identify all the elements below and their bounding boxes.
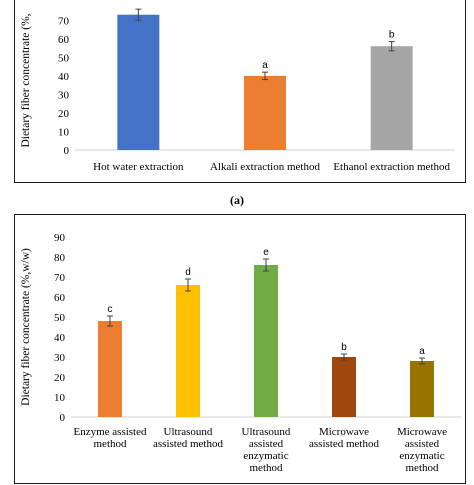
chart-b-y-tick-label-4: 40 [54, 332, 66, 344]
chart-a-y-tick-label-5: 50 [58, 52, 70, 64]
chart-a-y-axis-label: Dietary fiber concentrate (%, [20, 13, 32, 147]
chart-b-data-label-2: e [263, 247, 269, 258]
chart-b-data-label-4: a [419, 346, 425, 357]
chart-b-category-label-0: Enzyme assisted method [73, 426, 147, 450]
chart-b-y-tick-label-6: 60 [54, 292, 66, 304]
chart-a-y-tick-label-0: 0 [64, 145, 70, 157]
chart-b-y-tick-label-0: 0 [60, 412, 66, 424]
chart-a-category-label-2: Ethanol extraction method [333, 161, 450, 173]
chart-b-data-label-0: c [108, 304, 113, 315]
chart-a-canvas: 0 10 20 30 40 50 60 70 Dietary fiber concentrate… [20, 8, 455, 173]
chart-b-y-tick-label-1: 10 [54, 392, 66, 404]
chart-a-category-label-1: Alkali extraction method [210, 161, 320, 173]
chart-b-data-label-1: d [185, 267, 191, 278]
chart-panel-b: 0 10 20 30 40 50 60 70 80 90 Dietary fiber concent… [14, 214, 466, 484]
chart-b-y-tick-label-7: 70 [54, 272, 66, 284]
chart-b-y-tick-label-5: 50 [54, 312, 66, 324]
chart-a-y-tick-label-2: 20 [58, 108, 70, 120]
chart-b-category-label-1: Ultrasound assisted method [153, 426, 223, 450]
chart-a-y-tick-label-7: 70 [58, 15, 70, 27]
chart-a-y-tick-label-6: 60 [58, 34, 70, 46]
chart-a-bar-2 [370, 46, 413, 150]
chart-b-category-label-3: Microwave assisted method [309, 426, 379, 450]
chart-b-y-tick-label-8: 80 [54, 252, 66, 264]
chart-b-bar-4 [410, 361, 434, 417]
chart-a-data-label-1: a [262, 60, 268, 71]
chart-panel-a: 0 10 20 30 40 50 60 70 Dietary fiber concentrate… [14, 0, 466, 183]
chart-b-bar-0 [98, 321, 122, 417]
chart-b-canvas: 0 10 20 30 40 50 60 70 80 90 Dietary fiber concent… [20, 232, 461, 474]
chart-b-bar-1 [176, 285, 200, 417]
chart-b-y-tick-label-2: 20 [54, 372, 66, 384]
chart-b-category-label-2: Ultrasound assisted enzymatic method [242, 426, 291, 474]
chart-a-caption: (a) [230, 193, 244, 207]
chart-b-data-label-3: b [341, 342, 347, 353]
chart-a-bar-0 [117, 14, 160, 151]
chart-a-data-label-2: b [389, 30, 395, 41]
chart-a-category-label-0: Hot water extraction [93, 161, 184, 173]
chart-a-bar-1 [244, 75, 286, 150]
chart-a-y-tick-label-1: 10 [58, 126, 70, 138]
chart-b-y-tick-label-3: 30 [54, 352, 66, 364]
chart-b-bar-2 [254, 265, 278, 417]
chart-b-category-label-4: Microwave assisted enzymatic method [397, 426, 447, 474]
chart-a-y-tick-label-4: 40 [58, 71, 70, 83]
chart-b-bar-3 [332, 357, 356, 417]
chart-a-y-tick-label-3: 30 [58, 89, 70, 101]
chart-b-y-tick-label-9: 90 [54, 232, 66, 244]
chart-b-y-axis-label: Dietary fiber concentrate (%,w/w) [20, 248, 32, 406]
